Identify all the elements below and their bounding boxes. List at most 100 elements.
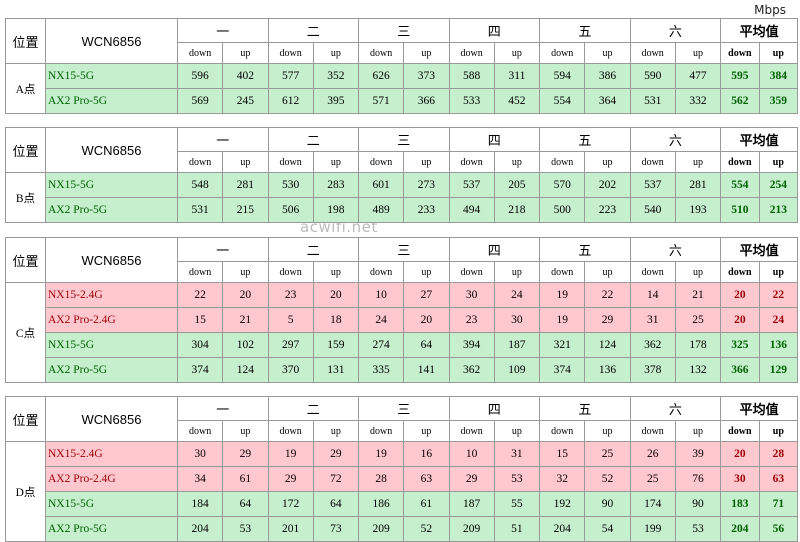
group-header: 二 (267, 127, 360, 152)
cell: 494 (448, 197, 495, 223)
subheader: down (720, 42, 760, 64)
cell: 183 (720, 491, 760, 517)
subheader: up (312, 261, 360, 283)
subheader: up (493, 151, 541, 173)
group-header: 平均值 (720, 127, 799, 152)
cell: 73 (312, 516, 360, 542)
group-header: 二 (267, 18, 360, 43)
row-name: AX2 Pro-2.4G (45, 307, 178, 333)
group-header: 一 (177, 237, 269, 262)
group-header: 五 (539, 18, 631, 43)
cell: 311 (493, 63, 541, 89)
group-header: 六 (629, 18, 722, 43)
cell: 198 (312, 197, 360, 223)
subheader: up (674, 420, 722, 442)
cell: 25 (584, 441, 631, 467)
subheader-row: down up down up down up down up down up down up down… (6, 151, 799, 173)
subheader: up (403, 151, 450, 173)
cell: 297 (267, 332, 314, 358)
cell: 500 (539, 197, 586, 223)
subheader: down (720, 420, 760, 442)
subheader: up (493, 42, 541, 64)
group-header: 三 (358, 18, 450, 43)
cell: 274 (358, 332, 405, 358)
group-header: 三 (358, 237, 450, 262)
cell: 20 (222, 282, 269, 308)
cell: 193 (674, 197, 722, 223)
cell: 141 (403, 357, 450, 383)
cell: 22 (176, 282, 224, 308)
cell: 25 (674, 307, 722, 333)
cell: 136 (758, 332, 799, 358)
subheader: down (448, 261, 495, 283)
row-name: NX15-2.4G (45, 282, 178, 308)
subheader: down (629, 420, 676, 442)
cell: 204 (539, 516, 586, 542)
cell: 52 (584, 466, 631, 492)
cell: 537 (448, 172, 495, 198)
cell: 209 (358, 516, 405, 542)
row-name: NX15-5G (45, 332, 178, 358)
cell: 53 (222, 516, 269, 542)
cell: 29 (448, 466, 495, 492)
subheader: down (267, 261, 314, 283)
cell: 596 (176, 63, 224, 89)
data-row: AX2 Pro-5G 204 53 201 73 209 52 209 51 204 54 199 53… (6, 516, 799, 542)
subheader: up (584, 151, 631, 173)
cell: 601 (358, 172, 405, 198)
subheader: up (674, 151, 722, 173)
cell: 29 (222, 441, 269, 467)
cell: 64 (312, 491, 360, 517)
cell: 218 (493, 197, 541, 223)
cell: 30 (176, 441, 224, 467)
cell: 72 (312, 466, 360, 492)
cell: 19 (539, 282, 586, 308)
cell: 54 (584, 516, 631, 542)
cell: 31 (493, 441, 541, 467)
cell: 76 (674, 466, 722, 492)
cell: 90 (584, 491, 631, 517)
cell: 199 (629, 516, 676, 542)
cell: 21 (222, 307, 269, 333)
cell: 366 (403, 88, 450, 114)
subheader: down (539, 42, 586, 64)
group-header: 五 (539, 396, 631, 421)
cell: 34 (176, 466, 224, 492)
cell: 90 (674, 491, 722, 517)
device-header: WCN6856 (45, 127, 178, 173)
row-name: NX15-5G (45, 63, 178, 89)
cell: 366 (720, 357, 760, 383)
cell: 28 (358, 466, 405, 492)
subheader: down (720, 261, 760, 283)
cell: 24 (493, 282, 541, 308)
subheader: up (758, 420, 799, 442)
subheader: down (629, 42, 676, 64)
group-header: 三 (358, 396, 450, 421)
cell: 359 (758, 88, 799, 114)
data-row: D点 NX15-2.4G 30 29 19 29 19 16 10 31 15 25 26 39 20 28 (5, 441, 799, 542)
subheader: down (358, 420, 405, 442)
cell: 245 (222, 88, 269, 114)
cell: 5 (267, 307, 314, 333)
device-header: WCN6856 (45, 396, 178, 442)
cell: 374 (176, 357, 224, 383)
cell: 362 (629, 332, 676, 358)
cell: 594 (539, 63, 586, 89)
cell: 28 (758, 441, 799, 467)
subheader: down (267, 420, 314, 442)
subheader: up (222, 261, 269, 283)
subheader: up (312, 420, 360, 442)
cell: 19 (358, 441, 405, 467)
data-row: AX2 Pro-2.4G 15 21 5 18 24 20 23 30 19 29 31 25 20 24 (6, 307, 799, 333)
position-header: 位置 (5, 127, 46, 173)
cell: 25 (629, 466, 676, 492)
cell: 64 (403, 332, 450, 358)
subheader: down (267, 42, 314, 64)
group-header: 二 (267, 396, 360, 421)
cell: 533 (448, 88, 495, 114)
subheader: down (539, 420, 586, 442)
group-header: 一 (177, 396, 269, 421)
cell: 71 (758, 491, 799, 517)
cell: 53 (493, 466, 541, 492)
